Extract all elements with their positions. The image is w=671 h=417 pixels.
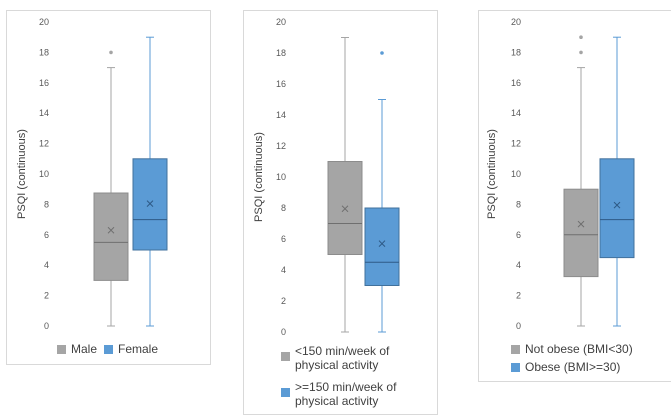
y-tick-label: 14 <box>511 108 521 118</box>
legend-swatch-not-obese <box>511 345 520 354</box>
legend-label-not-obese: Not obese (BMI<30) <box>525 342 633 356</box>
y-tick-label: 10 <box>511 169 521 179</box>
legend-swatch-male <box>57 345 66 354</box>
y-tick-label: 20 <box>511 17 521 27</box>
legend-label-male: Male <box>71 342 98 356</box>
legend-label-female: Female <box>118 342 159 356</box>
y-tick-label: 6 <box>516 230 521 240</box>
y-tick-label: 4 <box>281 265 286 275</box>
y-axis-label: PSQI (continuous) <box>16 129 28 219</box>
outlier-point <box>109 50 113 55</box>
outlier-point <box>579 50 583 55</box>
legend-swatch-obese <box>511 363 520 372</box>
legend-label-low-activity-line1: <150 min/week of <box>295 344 390 358</box>
y-tick-label: 8 <box>516 199 521 209</box>
legend-label-low-activity-line2: physical activity <box>295 358 379 372</box>
legend-label-high-activity-line1: >=150 min/week of <box>295 380 397 394</box>
chart-panel-sex: 0 2 4 6 8 10 12 14 16 18 20 PSQI (continuous) Male … <box>6 10 211 365</box>
y-tick-label: 2 <box>44 291 49 301</box>
legend-swatch-low-activity <box>281 352 290 361</box>
box-iqr <box>563 188 599 278</box>
legend-label-obese: Obese (BMI>=30) <box>525 360 621 374</box>
y-tick-label: 16 <box>276 79 286 89</box>
box-iqr <box>327 161 363 255</box>
mean-marker <box>613 201 621 209</box>
y-tick-label: 14 <box>39 108 49 118</box>
y-tick-label: 10 <box>39 169 49 179</box>
box-series-1 <box>364 51 400 333</box>
boxplot-obesity: 0 2 4 6 8 10 12 14 16 18 20 PSQI (continuous) <box>486 17 635 331</box>
legend-swatch-high-activity <box>281 388 290 397</box>
chart-panel-obesity: 0 2 4 6 8 10 12 14 16 18 20 PSQI (continuous) Not o… <box>478 10 671 382</box>
y-tick-label: 8 <box>44 199 49 209</box>
y-tick-label: 18 <box>39 47 49 57</box>
y-tick-label: 0 <box>516 321 521 331</box>
legend-label-high-activity-line2: physical activity <box>295 394 379 408</box>
legend-swatch-female <box>104 345 113 354</box>
mean-marker <box>378 240 386 248</box>
box-iqr <box>599 158 635 259</box>
y-tick-label: 14 <box>276 110 286 120</box>
box-iqr <box>93 192 129 281</box>
y-tick-label: 18 <box>276 48 286 58</box>
y-tick-label: 4 <box>516 260 521 270</box>
y-tick-label: 0 <box>44 321 49 331</box>
boxplot-sex: 0 2 4 6 8 10 12 14 16 18 20 PSQI (continuous) <box>16 17 168 331</box>
y-tick-label: 18 <box>511 47 521 57</box>
y-axis-label: PSQI (continuous) <box>486 129 498 219</box>
y-tick-label: 6 <box>281 234 286 244</box>
y-tick-label: 8 <box>281 203 286 213</box>
y-tick-label: 10 <box>276 172 286 182</box>
y-tick-label: 12 <box>276 141 286 151</box>
outlier-point <box>579 35 583 39</box>
box-series-1 <box>599 36 635 327</box>
outlier-point <box>380 51 384 55</box>
y-tick-label: 4 <box>44 260 49 270</box>
y-tick-label: 16 <box>511 78 521 88</box>
y-tick-label: 12 <box>39 139 49 149</box>
mean-marker <box>146 200 154 207</box>
y-tick-label: 2 <box>281 296 286 306</box>
y-tick-label: 6 <box>44 230 49 240</box>
box-iqr <box>364 207 400 286</box>
legend-item-female: Female <box>104 342 158 356</box>
legend-item-obese: Obese (BMI>=30) <box>511 360 620 374</box>
mean-marker <box>341 205 349 213</box>
y-tick-label: 12 <box>511 139 521 149</box>
box-series-0 <box>327 37 363 333</box>
legend-item-male: Male <box>57 342 97 356</box>
legend-item-high-activity: >=150 min/week of physical activity <box>281 380 396 408</box>
boxplot-activity: 0 2 4 6 8 10 12 14 16 18 20 PSQI (continuous) <box>253 17 400 337</box>
y-tick-label: 16 <box>39 78 49 88</box>
box-series-1 <box>132 36 168 327</box>
legend-item-low-activity: <150 min/week of physical activity <box>281 344 389 372</box>
box-series-0 <box>93 50 129 327</box>
mean-marker <box>577 220 585 228</box>
legend-item-not-obese: Not obese (BMI<30) <box>511 342 633 356</box>
chart-panel-activity: 0 2 4 6 8 10 12 14 16 18 20 PSQI (continuous) <150 … <box>243 10 438 415</box>
y-tick-label: 20 <box>39 17 49 27</box>
box-iqr <box>132 158 168 251</box>
y-tick-label: 2 <box>516 291 521 301</box>
y-axis-label: PSQI (continuous) <box>253 132 265 222</box>
y-tick-label: 0 <box>281 327 286 337</box>
y-tick-label: 20 <box>276 17 286 27</box>
box-series-0 <box>563 35 599 327</box>
mean-marker <box>107 226 115 234</box>
